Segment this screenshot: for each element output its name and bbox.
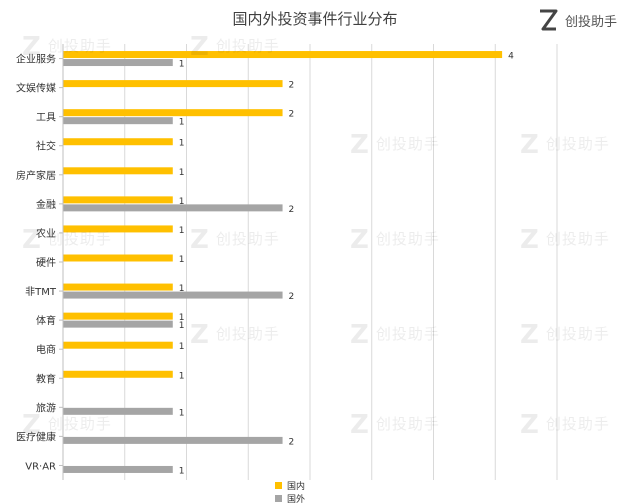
- bar: [63, 320, 173, 328]
- bar: [63, 204, 283, 212]
- data-label: 1: [179, 321, 185, 331]
- category-label: 非TMT: [25, 286, 57, 298]
- bar: [63, 341, 173, 349]
- legend-label: 国内: [287, 480, 305, 492]
- data-label: 1: [179, 284, 185, 294]
- legend-swatch: [275, 495, 282, 502]
- category-label: 工具: [36, 112, 56, 124]
- data-label: 1: [179, 342, 185, 352]
- data-label: 1: [179, 313, 185, 323]
- data-label: 2: [289, 81, 295, 91]
- data-label: 1: [179, 226, 185, 236]
- category-label: 金融: [36, 198, 56, 211]
- bar: [63, 283, 173, 291]
- data-label: 2: [289, 110, 295, 120]
- bar: [63, 312, 173, 320]
- data-label: 1: [179, 118, 185, 128]
- bar: [63, 51, 503, 59]
- data-label: 1: [179, 168, 185, 178]
- data-label: 2: [289, 292, 295, 302]
- data-label: 1: [179, 139, 185, 149]
- category-label: 农业: [36, 227, 56, 240]
- data-label: 1: [179, 255, 185, 265]
- bar: [63, 80, 283, 88]
- data-label: 1: [179, 197, 185, 207]
- bar: [63, 225, 173, 233]
- bar: [63, 167, 173, 175]
- chart-title: 国内外投资事件行业分布: [232, 10, 397, 28]
- bar: [63, 138, 173, 146]
- bar: [63, 254, 173, 262]
- bar: [63, 370, 173, 378]
- category-label: 硬件: [36, 257, 56, 269]
- data-label: 1: [179, 466, 185, 476]
- category-label: 房产家居: [16, 169, 56, 182]
- category-label: 医疗健康: [16, 430, 56, 443]
- category-label: 电商: [36, 343, 56, 356]
- z-logo-icon: [540, 9, 558, 31]
- brand-header: 创投助手: [537, 8, 617, 32]
- category-label: 教育: [36, 372, 56, 385]
- bar: [63, 59, 173, 67]
- data-label: 1: [179, 371, 185, 381]
- bar: [63, 407, 173, 415]
- category-label: 社交: [36, 140, 56, 153]
- bar: [63, 436, 283, 444]
- data-label: 1: [179, 408, 185, 418]
- bar: [63, 109, 283, 117]
- bar: [63, 465, 173, 473]
- legend-swatch: [275, 482, 282, 489]
- data-label: 1: [179, 60, 185, 70]
- category-label: 体育: [36, 314, 56, 327]
- category-label: 旅游: [36, 401, 56, 414]
- data-label: 2: [289, 205, 295, 215]
- brand-name: 创投助手: [565, 14, 618, 30]
- data-label: 4: [508, 52, 514, 62]
- legend-label: 国外: [287, 493, 305, 504]
- bar: [63, 196, 173, 204]
- category-label: 企业服务: [16, 53, 56, 66]
- bar: [63, 117, 173, 125]
- bar: [63, 291, 283, 299]
- category-label: 文娱传媒: [16, 82, 56, 95]
- data-label: 2: [289, 437, 295, 447]
- category-label: VR·AR: [25, 461, 56, 472]
